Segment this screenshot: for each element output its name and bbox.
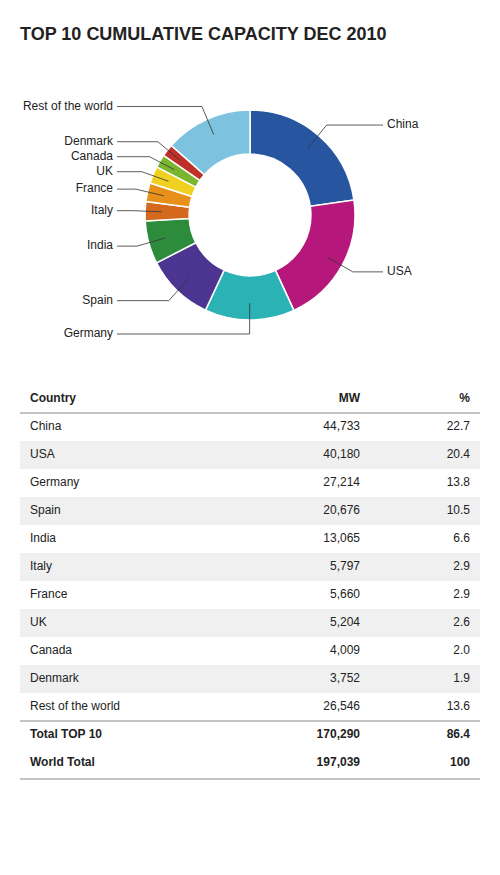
- table-cell: 44,733: [323, 419, 360, 433]
- slice-label: Spain: [82, 293, 113, 307]
- table-cell: 20.4: [447, 447, 471, 461]
- row-stripe: [20, 497, 480, 525]
- table-cell: Denmark: [30, 671, 80, 685]
- leader-line: [117, 107, 214, 135]
- table-cell: 20,676: [323, 503, 360, 517]
- table-header: MW: [339, 391, 361, 405]
- slice: [250, 110, 354, 206]
- table-total: Total TOP 10 170,290 86.4: [30, 727, 470, 741]
- table-cell: USA: [30, 447, 55, 461]
- table-cell: China: [30, 419, 62, 433]
- table-header: Country: [30, 391, 76, 405]
- table-cell: 6.6: [453, 531, 470, 545]
- table-cell: 13,065: [323, 531, 360, 545]
- table-header: %: [459, 391, 470, 405]
- table-cell: India: [30, 531, 56, 545]
- slice-label: Germany: [64, 326, 113, 340]
- slice-label: Italy: [91, 203, 113, 217]
- table-cell: 5,797: [330, 559, 360, 573]
- table-cell: 26,546: [323, 699, 360, 713]
- table-total-cell: 197,039: [317, 755, 361, 769]
- slice-label: France: [76, 181, 114, 195]
- table-cell: 2.6: [453, 615, 470, 629]
- row-stripe: [20, 609, 480, 637]
- table-cell: 3,752: [330, 671, 360, 685]
- table-cell: Spain: [30, 503, 61, 517]
- table-total-cell: Total TOP 10: [30, 727, 102, 741]
- slice: [145, 218, 196, 262]
- table-cell: 1.9: [453, 671, 470, 685]
- table-rule: [20, 779, 480, 780]
- table-cell: Canada: [30, 643, 72, 657]
- table: Country MW% China 44,733 22.7 USA 40,180 20.4 Ge…: [20, 391, 480, 779]
- slice: [171, 110, 250, 175]
- table-total-cell: 170,290: [317, 727, 361, 741]
- slice-label: Rest of the world: [23, 99, 113, 113]
- leader-line: [117, 142, 181, 161]
- row-stripe: [20, 441, 480, 469]
- table-total-cell: 86.4: [447, 727, 471, 741]
- leader-line: [308, 125, 383, 148]
- leader-line: [117, 211, 162, 212]
- slice-label: Denmark: [64, 134, 114, 148]
- table-row: Germany 27,214 13.8: [30, 475, 470, 489]
- table-cell: 5,204: [330, 615, 360, 629]
- table-cell: 13.8: [447, 475, 471, 489]
- slice-label: Canada: [71, 149, 113, 163]
- table-row: Spain 20,676 10.5: [20, 497, 480, 525]
- table-cell: Germany: [30, 475, 79, 489]
- table-row: Canada 4,009 2.0: [30, 643, 470, 657]
- leader-line: [117, 189, 164, 196]
- row-stripe: [20, 553, 480, 581]
- table-cell: Rest of the world: [30, 699, 120, 713]
- table-cell: 10.5: [447, 503, 471, 517]
- leader-line: [117, 238, 165, 246]
- row-stripe: [20, 665, 480, 693]
- table-cell: UK: [30, 615, 47, 629]
- table-cell: Italy: [30, 559, 52, 573]
- leader-line: [117, 303, 250, 334]
- labels: China USA Germany Spain India Italy France UKCa…: [23, 99, 419, 340]
- table-cell: France: [30, 587, 68, 601]
- title: TOP 10 CUMULATIVE CAPACITY DEC 2010: [20, 24, 386, 44]
- table-row: Italy 5,797 2.9: [20, 553, 480, 581]
- leader-line: [117, 172, 169, 182]
- table-cell: 4,009: [330, 643, 360, 657]
- table-rule: [20, 413, 480, 414]
- table-row: Rest of the world 26,546 13.6: [30, 699, 470, 713]
- table-row: India 13,065 6.6: [30, 531, 470, 545]
- table-total-cell: 100: [450, 755, 470, 769]
- slices: [145, 110, 355, 320]
- table-row: USA 40,180 20.4: [20, 441, 480, 469]
- table-cell: 2.0: [453, 643, 470, 657]
- table-cell: 40,180: [323, 447, 360, 461]
- table-row: UK 5,204 2.6: [20, 609, 480, 637]
- slice-label: UK: [96, 164, 113, 178]
- leader-line: [327, 257, 383, 272]
- table-cell: 22.7: [447, 419, 471, 433]
- slice-label: India: [87, 238, 113, 252]
- table-cell: 2.9: [453, 559, 470, 573]
- table-rule: [20, 721, 480, 722]
- table-row: France 5,660 2.9: [30, 587, 470, 601]
- donut: China USA Germany Spain India Italy France UKCa…: [23, 99, 419, 340]
- table-cell: 27,214: [323, 475, 360, 489]
- slice-label: USA: [387, 264, 412, 278]
- chart: TOP 10 CUMULATIVE CAPACITY DEC 2010 China…: [0, 0, 500, 875]
- table-cell: 5,660: [330, 587, 360, 601]
- slice-label: China: [387, 117, 419, 131]
- table-cell: 2.9: [453, 587, 470, 601]
- slice: [275, 200, 355, 310]
- table-row: Denmark 3,752 1.9: [20, 665, 480, 693]
- table-total: World Total 197,039 100: [30, 755, 470, 769]
- table-total-cell: World Total: [30, 755, 95, 769]
- table-cell: 13.6: [447, 699, 471, 713]
- leader-line: [117, 157, 174, 170]
- table-row: China 44,733 22.7: [30, 419, 470, 433]
- leader-line: [117, 278, 189, 300]
